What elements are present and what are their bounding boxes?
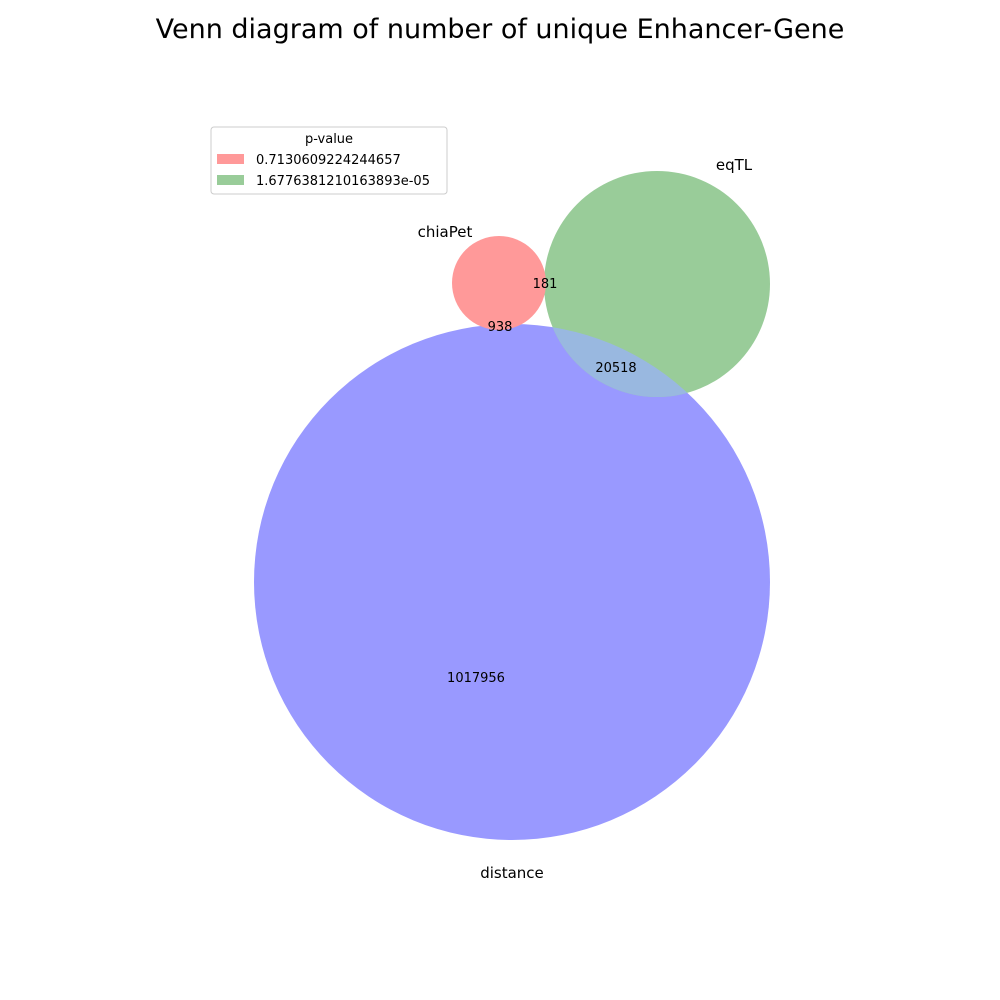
legend-title: p-value — [305, 132, 353, 147]
chiapet-circle — [452, 236, 546, 330]
region-count-chiapet-distance: 938 — [488, 320, 513, 335]
set-label-eqtl: eqTL — [716, 156, 753, 174]
set-label-chiapet: chiaPet — [418, 223, 473, 241]
legend: p-value 0.7130609224244657 1.67763812101… — [210, 126, 448, 195]
legend-swatch-eqtl — [217, 175, 244, 185]
legend-label-eqtl: 1.6776381210163893e-05 — [256, 174, 430, 189]
distance-circle — [254, 324, 770, 840]
legend-box — [210, 126, 448, 195]
region-count-distance-only: 1017956 — [447, 671, 505, 686]
region-count-chiapet-eqtl: 181 — [533, 277, 558, 292]
diagram-title: Venn diagram of number of unique Enhance… — [155, 14, 845, 45]
region-count-eqtl-distance: 20518 — [595, 361, 636, 376]
set-label-distance: distance — [480, 864, 544, 882]
legend-label-chiapet: 0.7130609224244657 — [256, 153, 401, 168]
legend-swatch-chiapet — [217, 154, 244, 164]
